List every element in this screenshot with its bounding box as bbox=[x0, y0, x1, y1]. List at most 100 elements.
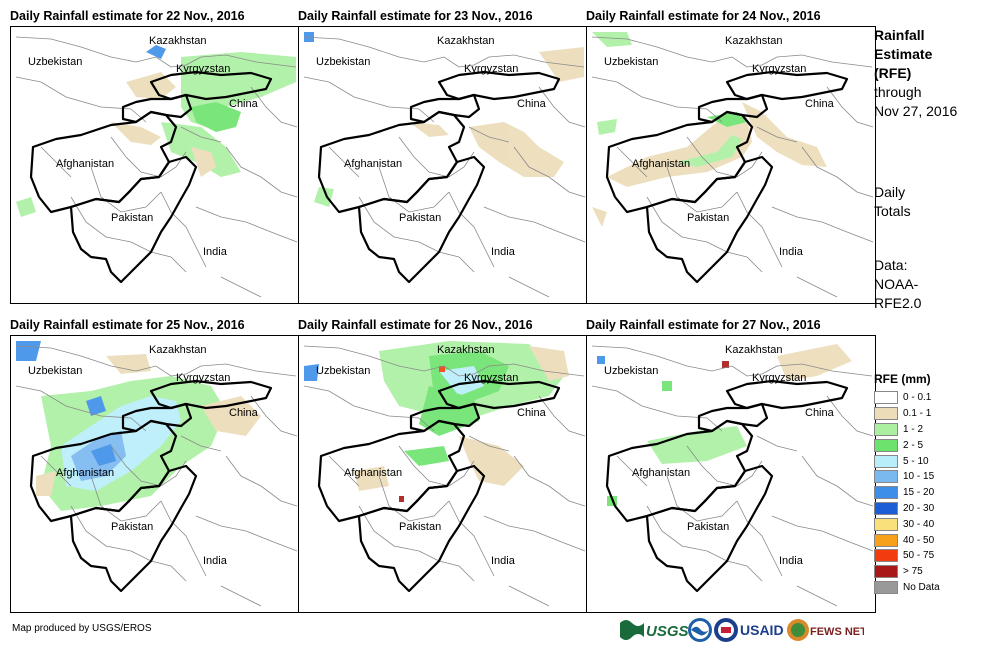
afghanistan-label: Afghanistan bbox=[632, 467, 690, 479]
china-label: China bbox=[805, 407, 835, 419]
rainfall-map: Kazakhstan Uzbekistan Kyrgyzstan China A… bbox=[586, 335, 876, 613]
rfe-legend: RFE (mm) 0 - 0.1 0.1 - 1 1 - 2 2 - 5 5 - 10 1… bbox=[874, 372, 940, 595]
afghanistan-label: Afghanistan bbox=[56, 467, 114, 479]
legend-title: RFE (mm) bbox=[874, 372, 931, 386]
kyrgyzstan-label: Kyrgyzstan bbox=[176, 372, 230, 384]
legend-item: 0 - 0.1 bbox=[874, 390, 940, 406]
usaid-logo: USAID bbox=[740, 622, 784, 638]
panel-title: Daily Rainfall estimate for 27 Nov., 201… bbox=[586, 318, 821, 332]
svg-text:USGS: USGS bbox=[646, 623, 689, 640]
product-title: Rainfall Estimate (RFE) through Nov 27, … bbox=[874, 26, 957, 121]
india-label: India bbox=[203, 555, 228, 567]
legend-item: 50 - 75 bbox=[874, 548, 940, 564]
legend-item: No Data bbox=[874, 580, 940, 596]
india-label: India bbox=[779, 246, 804, 258]
panel-title: Daily Rainfall estimate for 25 Nov., 201… bbox=[10, 318, 245, 332]
legend-swatch bbox=[874, 422, 898, 436]
legend-item: 20 - 30 bbox=[874, 501, 940, 517]
rainfall-map: Kazakhstan Uzbekistan Kyrgyzstan China A… bbox=[298, 335, 588, 613]
pakistan-label: Pakistan bbox=[111, 521, 153, 533]
china-label: China bbox=[229, 98, 259, 110]
legend-swatch bbox=[874, 391, 898, 405]
legend-swatch bbox=[874, 486, 898, 500]
totals-line: Totals bbox=[874, 203, 911, 219]
usaid-seal-logo bbox=[714, 618, 738, 642]
afghanistan-label: Afghanistan bbox=[56, 158, 114, 170]
india-label: India bbox=[203, 246, 228, 258]
legend-item: 0.1 - 1 bbox=[874, 406, 940, 422]
pakistan-label: Pakistan bbox=[687, 212, 729, 224]
rainfall-map: Kazakhstan Uzbekistan Kyrgyzstan China A… bbox=[298, 26, 588, 304]
panel-title: Daily Rainfall estimate for 23 Nov., 201… bbox=[298, 9, 533, 23]
uzbekistan-label: Uzbekistan bbox=[316, 365, 370, 377]
kazakhstan-label: Kazakhstan bbox=[149, 35, 206, 47]
legend-item: 30 - 40 bbox=[874, 516, 940, 532]
legend-item: 15 - 20 bbox=[874, 485, 940, 501]
data-line: NOAA- bbox=[874, 276, 919, 292]
legend-label: 50 - 75 bbox=[903, 550, 935, 562]
svg-text:USAID: USAID bbox=[740, 622, 784, 638]
fewsnet-logo: FEWS NET bbox=[787, 619, 864, 641]
pakistan-label: Pakistan bbox=[111, 212, 153, 224]
legend-swatch bbox=[874, 517, 898, 531]
china-label: China bbox=[517, 407, 547, 419]
india-label: India bbox=[779, 555, 804, 567]
legend-swatch bbox=[874, 565, 898, 579]
kazakhstan-label: Kazakhstan bbox=[725, 35, 782, 47]
china-label: China bbox=[229, 407, 259, 419]
legend-swatch bbox=[874, 501, 898, 515]
legend-label: 2 - 5 bbox=[903, 439, 924, 451]
kazakhstan-label: Kazakhstan bbox=[437, 35, 494, 47]
legend-label: 10 - 15 bbox=[903, 471, 935, 483]
pakistan-label: Pakistan bbox=[399, 212, 441, 224]
totals-note: Daily Totals bbox=[874, 183, 911, 221]
legend-item: 1 - 2 bbox=[874, 422, 940, 438]
agency-logos: USGS USAID FEWS NET bbox=[620, 618, 864, 642]
legend-label: 40 - 50 bbox=[903, 534, 935, 546]
through-date: Nov 27, 2016 bbox=[874, 103, 958, 119]
afghanistan-label: Afghanistan bbox=[344, 467, 402, 479]
pakistan-label: Pakistan bbox=[399, 521, 441, 533]
legend-label: 5 - 10 bbox=[903, 455, 929, 467]
uzbekistan-label: Uzbekistan bbox=[28, 56, 82, 68]
title-line: Rainfall bbox=[874, 27, 925, 43]
legend-item: 5 - 10 bbox=[874, 453, 940, 469]
data-source-note: Data: NOAA- RFE2.0 bbox=[874, 256, 921, 313]
kyrgyzstan-label: Kyrgyzstan bbox=[176, 63, 230, 75]
legend-item: 40 - 50 bbox=[874, 532, 940, 548]
kyrgyzstan-label: Kyrgyzstan bbox=[464, 63, 518, 75]
totals-line: Daily bbox=[874, 184, 906, 200]
legend-label: 0.1 - 1 bbox=[903, 408, 932, 420]
legend-label: 0 - 0.1 bbox=[903, 392, 932, 404]
china-label: China bbox=[517, 98, 547, 110]
kyrgyzstan-label: Kyrgyzstan bbox=[752, 372, 806, 384]
kazakhstan-label: Kazakhstan bbox=[725, 344, 782, 356]
kyrgyzstan-label: Kyrgyzstan bbox=[752, 63, 806, 75]
data-line: RFE2.0 bbox=[874, 295, 922, 311]
kazakhstan-label: Kazakhstan bbox=[149, 344, 206, 356]
legend-label: > 75 bbox=[903, 566, 923, 578]
through-line: through bbox=[874, 84, 922, 100]
legend-swatch bbox=[874, 549, 898, 563]
legend-swatch bbox=[874, 454, 898, 468]
legend-item: 2 - 5 bbox=[874, 437, 940, 453]
rainfall-map: Kazakhstan Uzbekistan Kyrgyzstan China A… bbox=[10, 335, 300, 613]
uzbekistan-label: Uzbekistan bbox=[604, 365, 658, 377]
panel-title: Daily Rainfall estimate for 22 Nov., 201… bbox=[10, 9, 245, 23]
title-line: Estimate bbox=[874, 46, 933, 62]
legend-swatch bbox=[874, 438, 898, 452]
india-label: India bbox=[491, 555, 516, 567]
rainfall-map: Kazakhstan Uzbekistan Kyrgyzstan China A… bbox=[586, 26, 876, 304]
legend-swatch bbox=[874, 407, 898, 421]
legend-label: 1 - 2 bbox=[903, 423, 924, 435]
legend-item: 10 - 15 bbox=[874, 469, 940, 485]
india-label: India bbox=[491, 246, 516, 258]
data-line: Data: bbox=[874, 257, 908, 273]
usgs-logo: USGS bbox=[620, 620, 689, 640]
title-line: (RFE) bbox=[874, 65, 912, 81]
legend-swatch bbox=[874, 580, 898, 594]
legend-label: 30 - 40 bbox=[903, 518, 935, 530]
uzbekistan-label: Uzbekistan bbox=[28, 365, 82, 377]
panel-title: Daily Rainfall estimate for 24 Nov., 201… bbox=[586, 9, 821, 23]
legend-swatch bbox=[874, 533, 898, 547]
